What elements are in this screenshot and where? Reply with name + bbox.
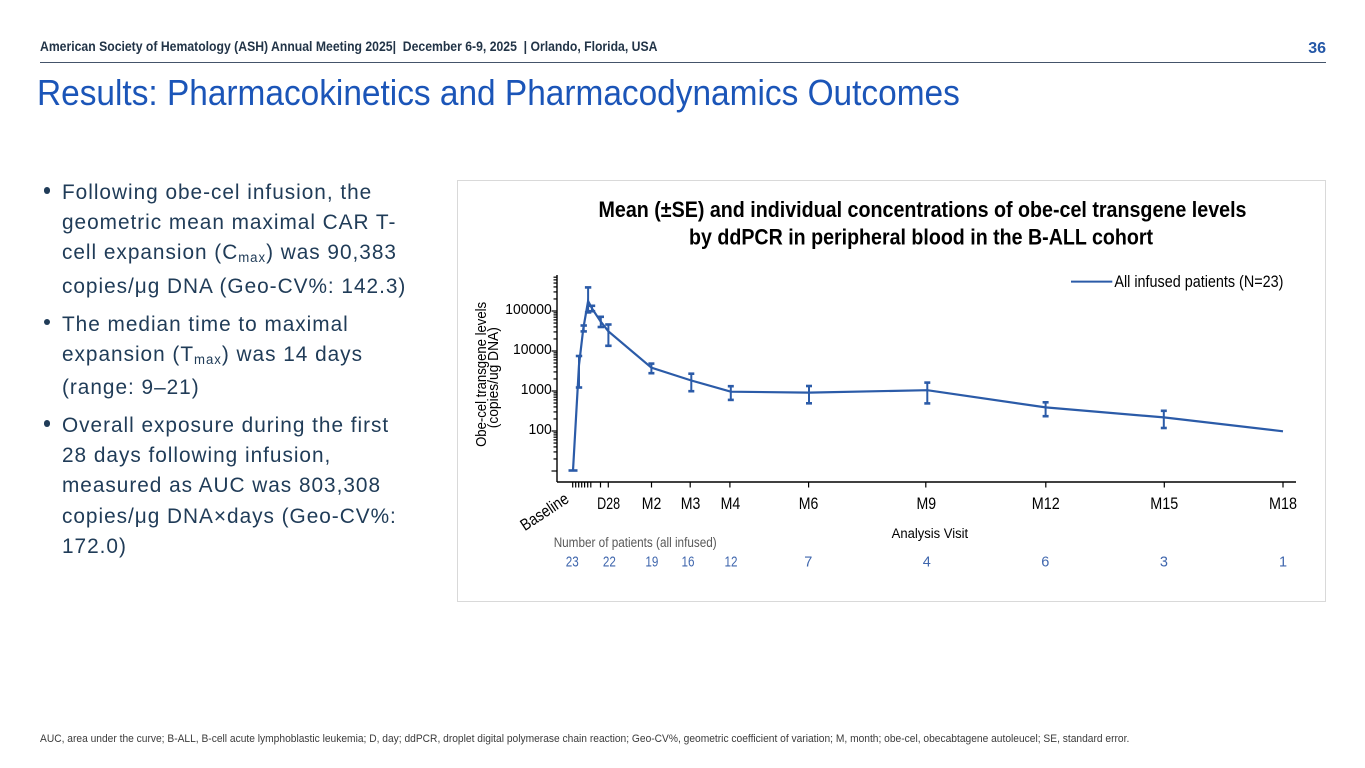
svg-text:3: 3: [1160, 555, 1168, 571]
svg-text:Analysis Visit: Analysis Visit: [892, 526, 969, 542]
svg-text:22: 22: [603, 555, 616, 571]
svg-text:Mean (±SE) and individual conc: Mean (±SE) and individual concentrations…: [599, 197, 1247, 222]
svg-text:19: 19: [645, 555, 658, 571]
svg-text:by ddPCR in peripheral blood i: by ddPCR in peripheral blood in the B-AL…: [689, 225, 1154, 250]
svg-text:M2: M2: [642, 495, 662, 513]
svg-text:100: 100: [529, 421, 552, 438]
svg-text:7: 7: [804, 555, 812, 571]
svg-text:4: 4: [923, 555, 931, 571]
svg-text:All infused patients (N=23): All infused patients (N=23): [1114, 272, 1283, 291]
svg-text:16: 16: [682, 555, 695, 571]
svg-text:D28: D28: [597, 495, 620, 513]
svg-text:1: 1: [1279, 555, 1287, 571]
svg-text:M18: M18: [1269, 495, 1297, 513]
svg-text:12: 12: [725, 555, 738, 571]
svg-text:(copies/ug DNA): (copies/ug DNA): [486, 327, 502, 428]
svg-text:6: 6: [1041, 555, 1049, 571]
svg-text:M6: M6: [799, 495, 819, 513]
svg-text:M12: M12: [1032, 495, 1060, 513]
svg-text:Obe-cel transgene levels: Obe-cel transgene levels: [474, 302, 490, 447]
svg-text:1000: 1000: [521, 381, 552, 398]
svg-text:100000: 100000: [505, 301, 552, 318]
svg-text:10000: 10000: [513, 341, 552, 358]
svg-text:Baseline: Baseline: [517, 490, 572, 535]
svg-text:M4: M4: [721, 495, 741, 513]
svg-text:M9: M9: [917, 495, 937, 513]
svg-text:23: 23: [566, 555, 579, 571]
svg-text:Number of patients (all infuse: Number of patients (all infused): [554, 535, 717, 550]
svg-text:M3: M3: [681, 495, 701, 513]
svg-text:M15: M15: [1150, 495, 1178, 513]
